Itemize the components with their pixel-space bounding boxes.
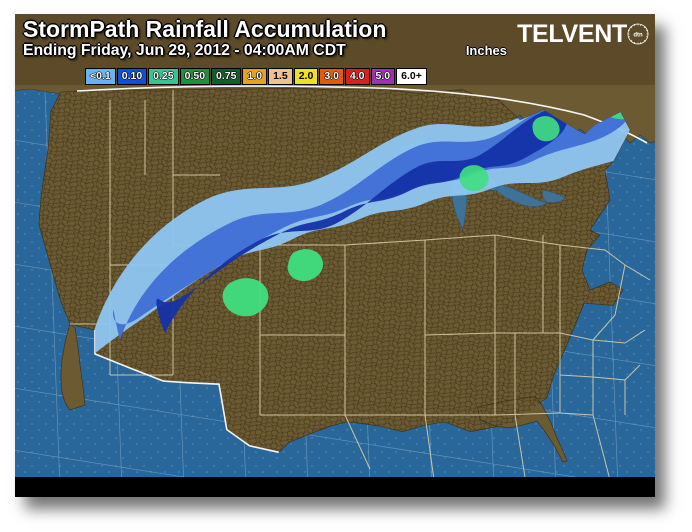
- svg-text:dtn: dtn: [633, 33, 643, 39]
